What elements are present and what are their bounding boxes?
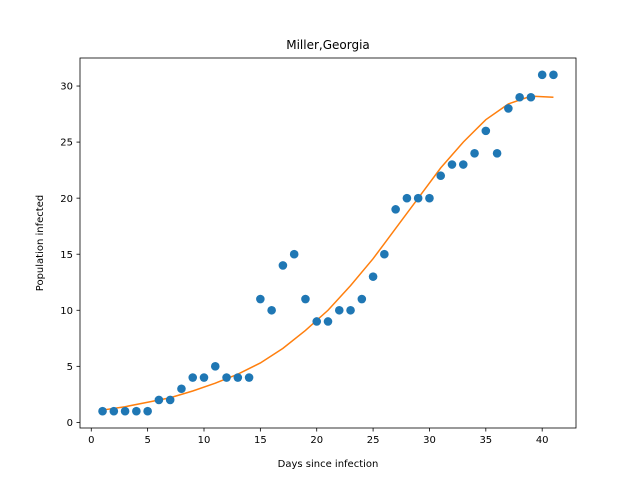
y-tick-label: 0 — [67, 418, 73, 429]
chart-title: Miller,Georgia — [286, 38, 370, 52]
data-point-40 — [537, 70, 547, 80]
data-point-8 — [177, 384, 186, 394]
data-point-22 — [334, 305, 344, 315]
data-point-32 — [447, 160, 457, 169]
data-point-28 — [402, 193, 412, 203]
x-tick-label: 30 — [423, 435, 436, 446]
y-tick-label: 5 — [67, 362, 73, 373]
data-point-3 — [120, 406, 130, 416]
data-point-4 — [132, 406, 141, 416]
data-point-20 — [312, 317, 322, 326]
plot-area — [98, 70, 558, 416]
data-point-38 — [515, 92, 524, 102]
y-tick-label: 30 — [60, 82, 73, 93]
y-tick-label: 25 — [60, 138, 73, 149]
data-point-11 — [210, 362, 220, 371]
data-point-41 — [549, 70, 558, 80]
data-point-16 — [267, 305, 276, 315]
data-point-7 — [165, 395, 175, 405]
axes-frame — [79, 57, 577, 429]
x-axis: 0 5 10 15 20 25 30 35 40 — [88, 428, 549, 446]
x-tick-label: 5 — [144, 435, 150, 446]
data-point-27 — [391, 205, 400, 214]
data-point-39 — [526, 92, 536, 102]
data-point-19 — [301, 294, 310, 304]
data-point-36 — [492, 149, 502, 158]
x-tick-label: 40 — [536, 435, 549, 446]
x-tick-label: 10 — [198, 435, 211, 446]
data-point-30 — [425, 193, 434, 203]
data-point-26 — [380, 249, 389, 259]
data-point-10 — [199, 373, 209, 382]
data-point-9 — [188, 373, 198, 382]
data-point-34 — [470, 149, 479, 158]
data-point-12 — [222, 373, 231, 382]
data-point-18 — [289, 249, 299, 259]
y-axis: 0 5 10 15 20 25 30 — [60, 82, 80, 429]
data-point-15 — [256, 294, 265, 304]
data-point-29 — [413, 193, 423, 203]
data-point-1 — [98, 406, 107, 416]
data-point-24 — [357, 294, 367, 304]
x-tick-label: 25 — [367, 435, 380, 446]
data-point-37 — [504, 104, 513, 113]
x-tick-label: 35 — [479, 435, 492, 446]
data-point-6 — [154, 395, 164, 405]
data-point-31 — [436, 171, 446, 181]
data-point-21 — [323, 317, 333, 326]
fit-curve-line — [102, 95, 554, 411]
data-point-33 — [458, 160, 468, 169]
x-axis-label: Days since infection — [278, 459, 379, 470]
data-point-17 — [278, 261, 288, 270]
data-point-13 — [233, 373, 243, 382]
data-point-5 — [143, 406, 152, 416]
y-tick-label: 15 — [60, 250, 73, 261]
data-point-25 — [368, 272, 378, 281]
data-point-2 — [109, 406, 119, 416]
data-point-35 — [481, 126, 491, 136]
x-tick-label: 20 — [310, 435, 323, 446]
y-axis-label: Population infected — [35, 195, 46, 291]
y-tick-label: 10 — [60, 306, 73, 317]
data-point-23 — [346, 305, 355, 315]
x-tick-label: 15 — [254, 435, 267, 446]
x-tick-label: 0 — [88, 435, 94, 446]
y-tick-label: 20 — [60, 194, 73, 205]
data-point-14 — [244, 373, 254, 382]
